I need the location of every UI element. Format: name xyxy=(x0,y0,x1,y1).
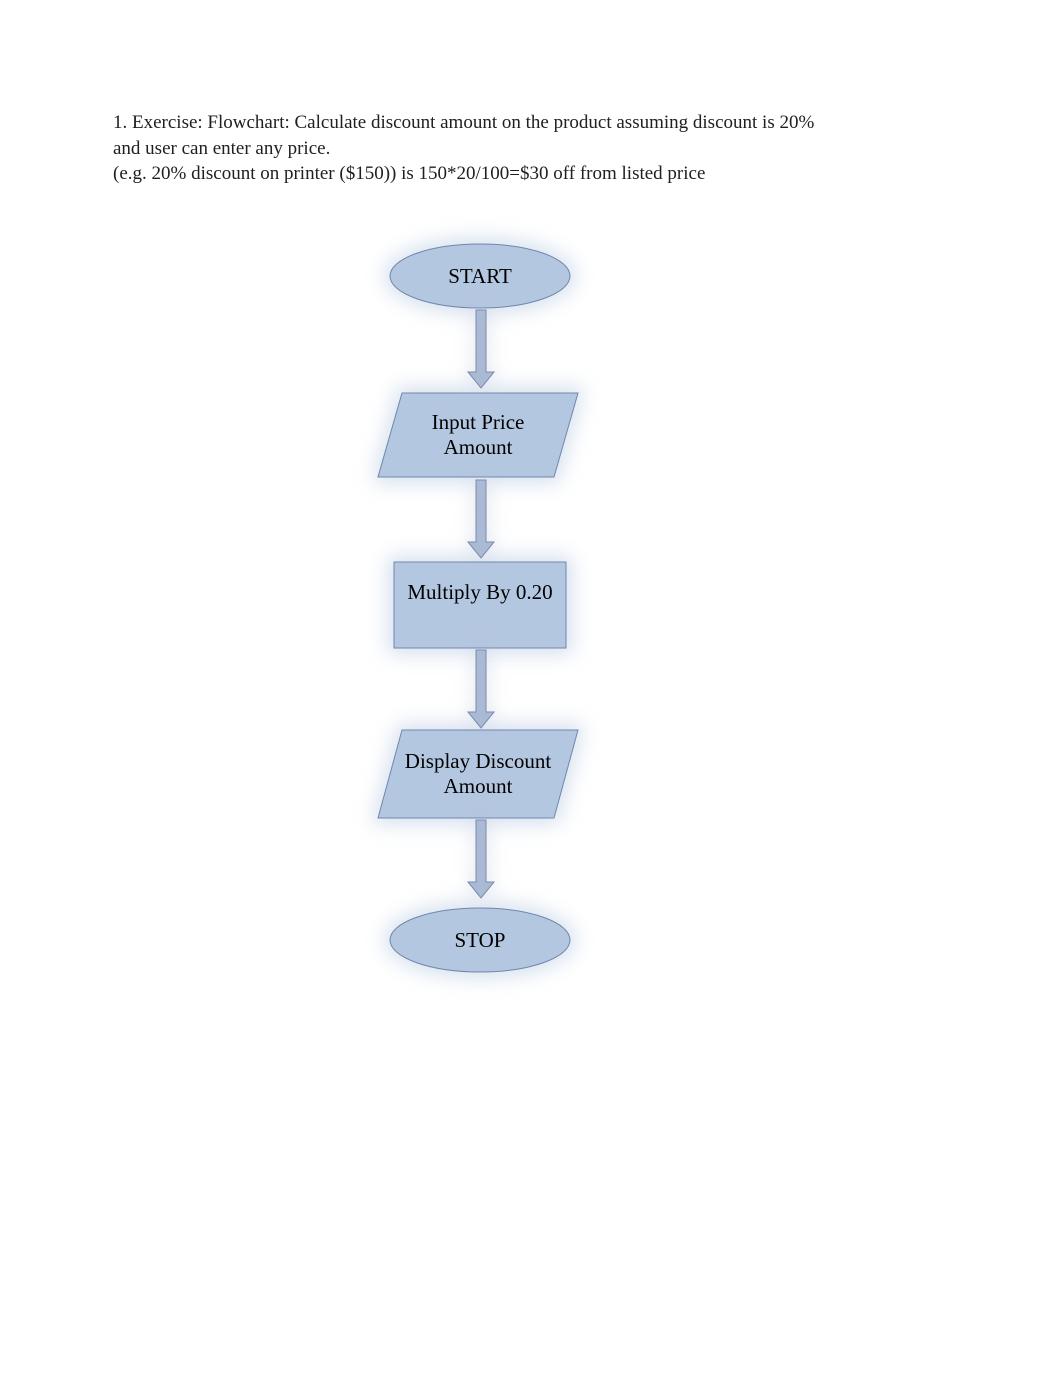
flowchart-node-label: Display Discount Amount xyxy=(405,749,551,799)
flowchart-arrow-1 xyxy=(468,310,494,388)
flowchart-node-stop: STOP xyxy=(390,908,570,972)
flowchart-node-process: Multiply By 0.20 xyxy=(394,562,566,648)
flowchart-node-label: START xyxy=(448,264,512,289)
flowchart-node-label: Multiply By 0.20 xyxy=(407,562,552,605)
flowchart-node-input: Input Price Amount xyxy=(378,393,578,477)
flowchart-node-label: STOP xyxy=(455,928,506,953)
flowchart-arrow-2 xyxy=(468,480,494,558)
flowchart-node-output: Display Discount Amount xyxy=(378,730,578,818)
flowchart-arrow-3 xyxy=(468,650,494,728)
flowchart-arrow-4 xyxy=(468,820,494,898)
flowchart-node-label: Input Price Amount xyxy=(432,410,525,460)
flowchart-node-start: START xyxy=(390,244,570,308)
flowchart-container: START Input Price Amount Multiply By 0.2… xyxy=(0,0,1062,1377)
